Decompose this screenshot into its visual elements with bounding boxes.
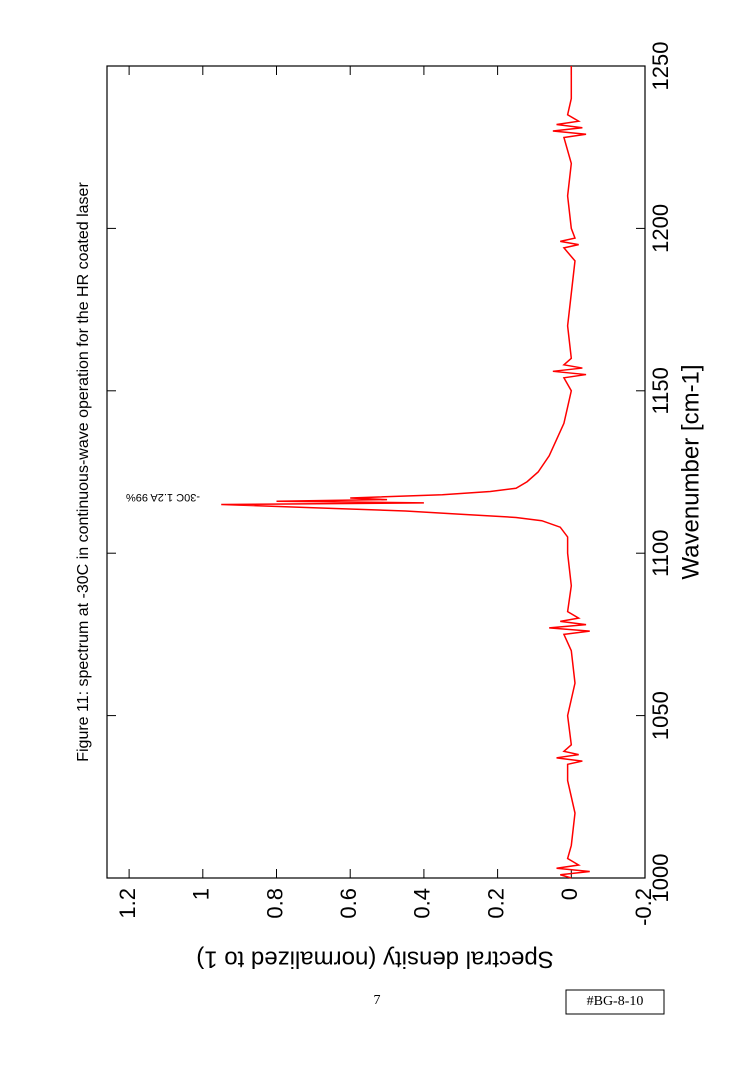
chart-title: Figure 11: spectrum at -30C in continuou… [75,182,92,762]
x-tick-label: 1050 [648,691,673,740]
x-tick-label: 1000 [648,854,673,903]
y-tick-label: 0 [557,888,582,900]
tag: #BG-8-10 [587,994,644,1009]
y-tick-label: 1.2 [115,888,140,919]
y-tick-label: 0.8 [262,888,287,919]
plot-frame [106,65,646,879]
x-axis-label: Wavenumber [cm-1] [677,364,704,579]
x-tick-label: 1150 [648,367,673,414]
y-tick-label: 1 [189,888,214,900]
tag-box [565,989,665,1015]
y-axis-label: Spectral density (normalized to 1) [196,946,554,973]
y-tick-label: 0.6 [336,888,361,919]
x-tick-label: 1250 [648,42,673,91]
x-tick-label: 1100 [648,530,673,577]
y-tick-label: 0.2 [483,888,508,919]
spectrum-line [221,66,590,879]
x-tick-label: 1200 [648,204,673,253]
y-tick-label: 0.4 [410,888,435,919]
y-tick-label: -0.2 [631,888,656,926]
page-number: 7 [374,993,381,1008]
legend-label: -30C 1.2A 99% [126,491,200,503]
